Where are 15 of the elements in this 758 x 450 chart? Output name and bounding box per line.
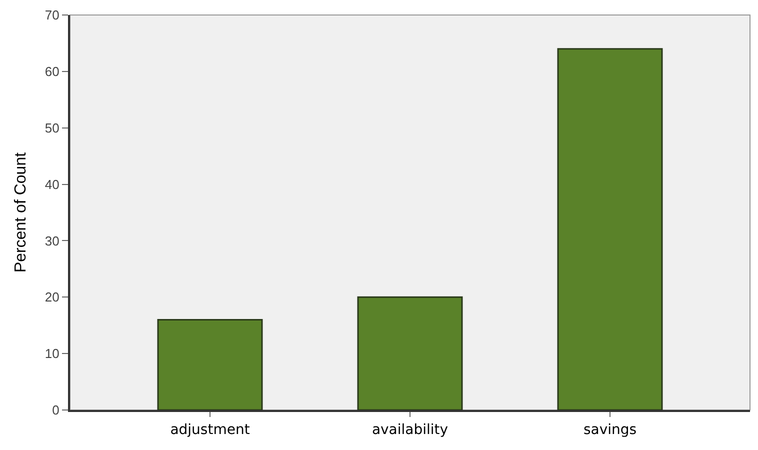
y-tick-label: 20 [44, 290, 60, 305]
y-tick-label: 0 [52, 402, 60, 418]
y-tick-label: 50 [44, 120, 60, 136]
y-tick-label: 40 [44, 176, 60, 192]
x-tick-label: adjustment [170, 422, 250, 438]
y-tick-label: 60 [44, 64, 60, 79]
y-tick-label: 30 [44, 233, 60, 248]
bar [157, 318, 263, 410]
y-tick-label: 10 [44, 346, 60, 362]
y-tick-label: 70 [44, 8, 60, 23]
x-tick-label: savings [583, 422, 637, 438]
bar [357, 296, 463, 410]
bar [557, 48, 663, 410]
x-tick-label: availability [372, 422, 448, 438]
y-axis-title: Percent of Count [12, 152, 30, 273]
